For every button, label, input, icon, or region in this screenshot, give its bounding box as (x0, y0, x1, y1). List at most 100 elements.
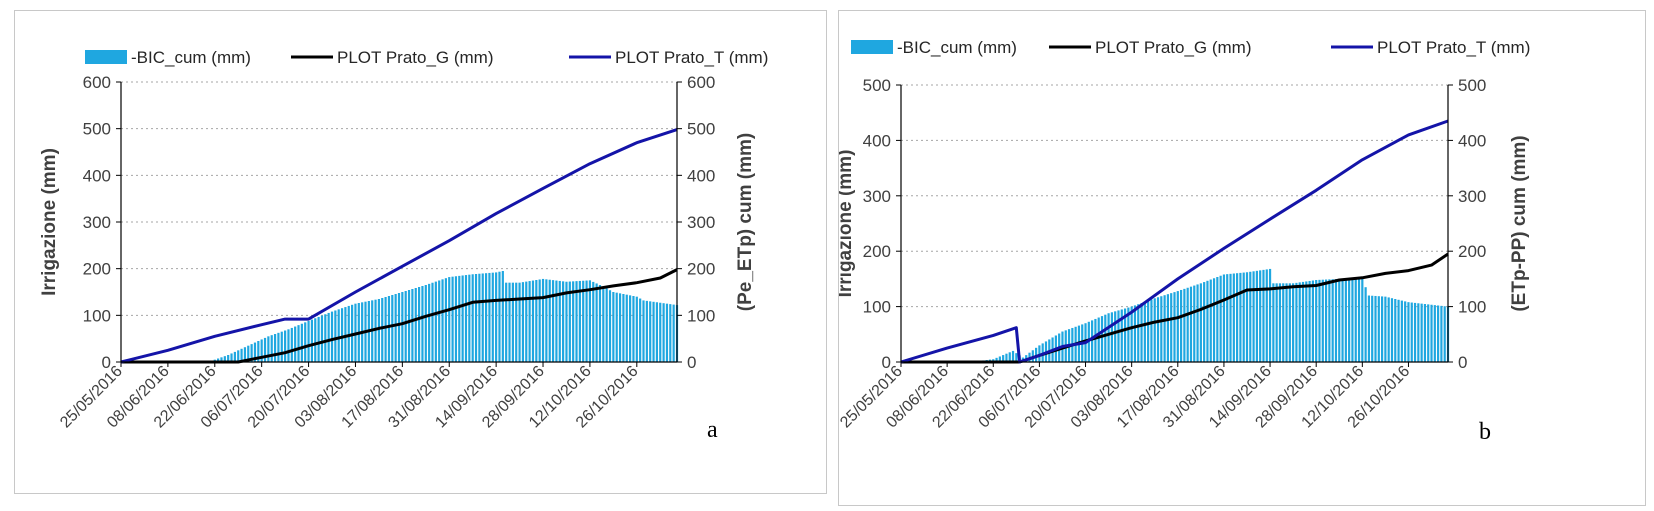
chart-b-bar (1334, 279, 1338, 362)
chart-b-bar (1255, 270, 1258, 362)
chart-a-bar (575, 281, 578, 362)
chart-b-bar (1374, 295, 1377, 362)
chart-b-bar (1160, 296, 1163, 362)
chart-a-ytick-label: 200 (83, 260, 111, 279)
chart-b-bar (1384, 296, 1387, 362)
chart-b-bar (1097, 317, 1100, 362)
chart-b-y2tick-label: 0 (1458, 353, 1467, 372)
chart-a-bar (468, 274, 471, 362)
chart-b-bar (1380, 296, 1384, 362)
chart-a-bar (270, 335, 273, 362)
chart-b-bar (1123, 308, 1127, 362)
chart-a-bar (645, 300, 648, 362)
chart-a-bar (431, 282, 434, 362)
chart-a-bar (464, 275, 468, 362)
chart-b-ytick-label: 300 (863, 187, 891, 206)
chart-a-bar (629, 295, 632, 362)
chart-panel-b: 0 100 200 300 400 500 0 100 200 300 400 500 25/05/20… (838, 10, 1646, 506)
chart-a-bar (287, 329, 290, 362)
chart-a-bar (428, 283, 431, 362)
chart-a-bar (471, 274, 474, 362)
chart-a-bar (347, 305, 350, 362)
chart-b-bar (1338, 278, 1341, 362)
chart-b-bar (1183, 288, 1186, 362)
chart-b-bar (1196, 284, 1199, 362)
chart-a-bar (498, 271, 501, 362)
chart-b-bar (995, 357, 998, 362)
chart-a-bar (310, 319, 314, 362)
chart-b-bar (1288, 283, 1291, 362)
chart-b-bar (1357, 278, 1361, 362)
chart-a-bar (267, 336, 270, 362)
chart-a-bar (528, 281, 531, 362)
chart-b-bar (1130, 306, 1133, 362)
chart-b-bar (1390, 298, 1394, 362)
chart-b-bar (1147, 300, 1150, 362)
chart-a-bar (608, 290, 612, 362)
chart-b-bar (1301, 281, 1305, 362)
chart-a-bar (397, 293, 401, 362)
chart-a-bar (551, 280, 555, 362)
chart-a-bar (434, 281, 437, 362)
chart-a-bar (535, 280, 538, 362)
chart-b-bar (1278, 283, 1282, 362)
chart-b-bar (1285, 283, 1288, 362)
chart-b-bar (1209, 279, 1212, 362)
chart-a-bar (284, 330, 287, 362)
chart-a-bar (605, 288, 608, 362)
chart-a-bar (632, 296, 635, 362)
chart-a-bar (488, 272, 491, 362)
chart-b-bar (1440, 305, 1443, 362)
chart-a-bar (592, 281, 595, 362)
chart-a-bar (263, 337, 267, 362)
chart-b-bar (1268, 268, 1272, 362)
chart-a-bar (505, 282, 508, 362)
chart-b-y2tick-label: 500 (1458, 76, 1486, 95)
chart-a-bar (562, 281, 565, 362)
chart-a-bar (558, 280, 561, 362)
chart-a-bar (639, 298, 642, 362)
chart-a-ytick-label: 500 (83, 120, 111, 139)
chart-b-bar (1156, 297, 1160, 362)
chart-b-bar (1239, 272, 1242, 362)
chart-b-bar (1222, 274, 1226, 362)
chart-b-ytick-label: 0 (882, 353, 891, 372)
chart-a-bar (521, 282, 525, 362)
chart-a-bar (511, 282, 514, 362)
chart-b-bar (1328, 279, 1331, 362)
chart-a-bar (330, 311, 334, 362)
chart-a-bar (665, 303, 669, 362)
chart-b-bar (1107, 313, 1110, 362)
chart-b-panel-letter: b (1479, 419, 1491, 445)
chart-b-bar (1367, 295, 1371, 362)
chart-a-svg: 0100200300400500600010020030040050060025… (39, 48, 768, 443)
chart-b-bar (1104, 314, 1107, 362)
chart-a-bar (622, 294, 625, 362)
chart-b-bar (1216, 277, 1219, 362)
chart-b-bar (1364, 287, 1367, 362)
chart-b-bar (1348, 278, 1351, 362)
chart-a-bar (217, 358, 220, 362)
chart-b-bar (1166, 294, 1170, 362)
chart-a-bar (655, 302, 659, 362)
chart-b-bar (1394, 299, 1397, 362)
chart-b-bar (1236, 273, 1239, 362)
chart-a-bar (438, 280, 441, 362)
chart-b-y2label: (ETp-PP) cum (mm) (1509, 135, 1530, 311)
chart-a-bar (515, 282, 518, 362)
chart-b-bar (1153, 298, 1156, 362)
chart-b-bar (1094, 318, 1097, 362)
chart-b-bar (1351, 278, 1354, 362)
chart-a-bar (649, 301, 652, 362)
chart-a-bar (572, 281, 575, 362)
chart-b-bar (1133, 305, 1137, 362)
chart-a-y2tick-label: 200 (687, 260, 715, 279)
chart-b-bar (1008, 352, 1011, 362)
chart-b-ytick-label: 200 (863, 242, 891, 261)
chart-a-ytick-label: 300 (83, 213, 111, 232)
chart-b-y2tick-label: 200 (1458, 242, 1486, 261)
chart-b-ylabel: Irrigazione (mm) (839, 150, 856, 298)
chart-a-bar (391, 295, 394, 362)
chart-b-bar (1272, 283, 1275, 362)
chart-a-bar (233, 351, 236, 362)
